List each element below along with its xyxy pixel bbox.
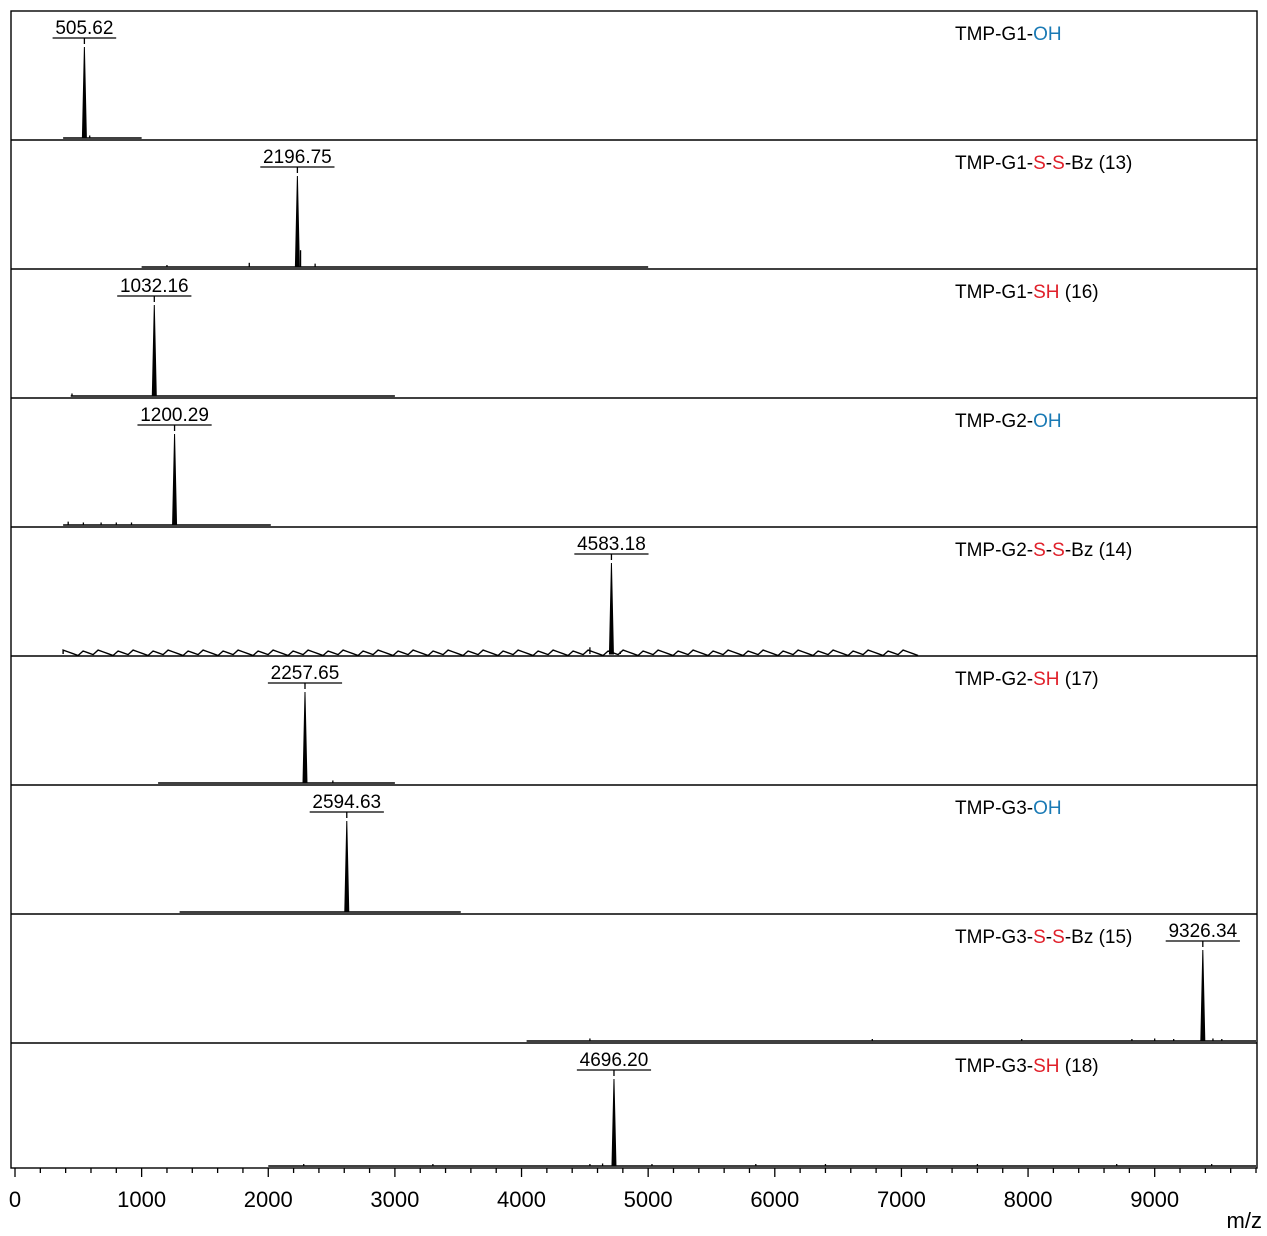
compound-name-part: - [1046, 153, 1052, 174]
compound-name: TMP-G2-SH (17) [955, 669, 1099, 690]
main-peak [302, 691, 308, 784]
compound-name-part: OH [1033, 798, 1062, 819]
main-peak [608, 562, 614, 655]
spectrum-panel-6: 2257.65 TMP-G2-SH (17) [11, 655, 1257, 784]
compound-name-part: S [1052, 540, 1065, 561]
x-tick-label: 7000 [877, 1187, 926, 1212]
x-axis-title: m/z [1227, 1208, 1262, 1231]
x-tick-label: 9000 [1130, 1187, 1179, 1212]
peak-label: 4696.20 [580, 1050, 649, 1071]
compound-name-part: TMP-G2- [955, 411, 1033, 432]
compound-name-part: - [1046, 927, 1052, 948]
compound-name-part: SH [1033, 282, 1059, 303]
compound-name: TMP-G1-S-S-Bz (13) [955, 153, 1132, 174]
main-peak [294, 175, 300, 268]
compound-name: TMP-G3-SH (18) [955, 1056, 1099, 1077]
compound-name-part: TMP-G2- [955, 669, 1033, 690]
peak-label: 1200.29 [140, 405, 209, 426]
compound-name-part: SH [1033, 1056, 1059, 1077]
x-tick-label: 8000 [1004, 1187, 1053, 1212]
plot-frame [10, 10, 1258, 1169]
spectrum-baseline [62, 649, 919, 657]
main-peak [151, 304, 157, 397]
compound-name-part: SH [1033, 669, 1059, 690]
peak-label: 4583.18 [577, 534, 646, 555]
spectrum-panel-2: 2196.75 TMP-G1-S-S-Bz (13) [11, 139, 1257, 268]
compound-name-part: (16) [1060, 282, 1099, 303]
x-tick-label: 3000 [370, 1187, 419, 1212]
compound-name-part: S [1033, 153, 1046, 174]
peak-label: 2257.65 [271, 663, 340, 684]
compound-name-part: (17) [1060, 669, 1099, 690]
compound-name-part: TMP-G3- [955, 798, 1033, 819]
x-tick-label: 5000 [624, 1187, 673, 1212]
spectrum-panel-5: 4583.18 TMP-G2-S-S-Bz (14) [11, 526, 1257, 657]
main-peak [81, 46, 87, 139]
x-tick-label: 4000 [497, 1187, 546, 1212]
compound-name-part: -Bz (13) [1065, 153, 1133, 174]
compound-name-part: OH [1033, 411, 1062, 432]
main-peak [344, 820, 350, 913]
compound-name-part: -Bz (15) [1065, 927, 1133, 948]
compound-name: TMP-G2-OH [955, 411, 1062, 432]
compound-name-part: TMP-G1- [955, 24, 1033, 45]
spectrum-panel-9: 4696.20 TMP-G3-SH (18) [11, 1042, 1257, 1167]
compound-name-part: S [1052, 153, 1065, 174]
main-peak [172, 433, 178, 526]
compound-name-part: S [1052, 927, 1065, 948]
compound-name-part: TMP-G1- [955, 282, 1033, 303]
compound-name-part: - [1046, 540, 1052, 561]
compound-name-part: TMP-G3- [955, 927, 1033, 948]
compound-name-part: TMP-G1- [955, 153, 1033, 174]
peak-label: 9326.34 [1168, 921, 1237, 942]
compound-name-part: -Bz (14) [1065, 540, 1133, 561]
compound-name: TMP-G1-OH [955, 24, 1062, 45]
peak-label: 505.62 [55, 18, 113, 39]
x-tick-label: 2000 [244, 1187, 293, 1212]
compound-name-part: TMP-G3- [955, 1056, 1033, 1077]
main-peak [611, 1078, 617, 1167]
spectrum-panel-1: 505.62 TMP-G1-OH [52, 18, 1062, 139]
x-tick-label: 0 [9, 1187, 21, 1212]
x-tick-label: 1000 [117, 1187, 166, 1212]
compound-name: TMP-G2-S-S-Bz (14) [955, 540, 1132, 561]
compound-name: TMP-G3-OH [955, 798, 1062, 819]
compound-name-part: OH [1033, 24, 1062, 45]
peak-label: 2594.63 [312, 792, 381, 813]
compound-name-part: S [1033, 540, 1046, 561]
compound-name: TMP-G3-S-S-Bz (15) [955, 927, 1132, 948]
peak-label: 1032.16 [120, 276, 189, 297]
spectrum-panel-4: 1200.29 TMP-G2-OH [11, 397, 1257, 526]
compound-name-part: S [1033, 927, 1046, 948]
x-tick-label: 6000 [750, 1187, 799, 1212]
spectrum-panel-3: 1032.16 TMP-G1-SH (16) [11, 268, 1257, 397]
compound-name: TMP-G1-SH (16) [955, 282, 1099, 303]
spectrum-panel-7: 2594.63 TMP-G3-OH [11, 784, 1257, 913]
peak-label: 2196.75 [263, 147, 332, 168]
compound-name-part: TMP-G2- [955, 540, 1033, 561]
main-peak [1200, 949, 1206, 1042]
compound-name-part: (18) [1060, 1056, 1099, 1077]
